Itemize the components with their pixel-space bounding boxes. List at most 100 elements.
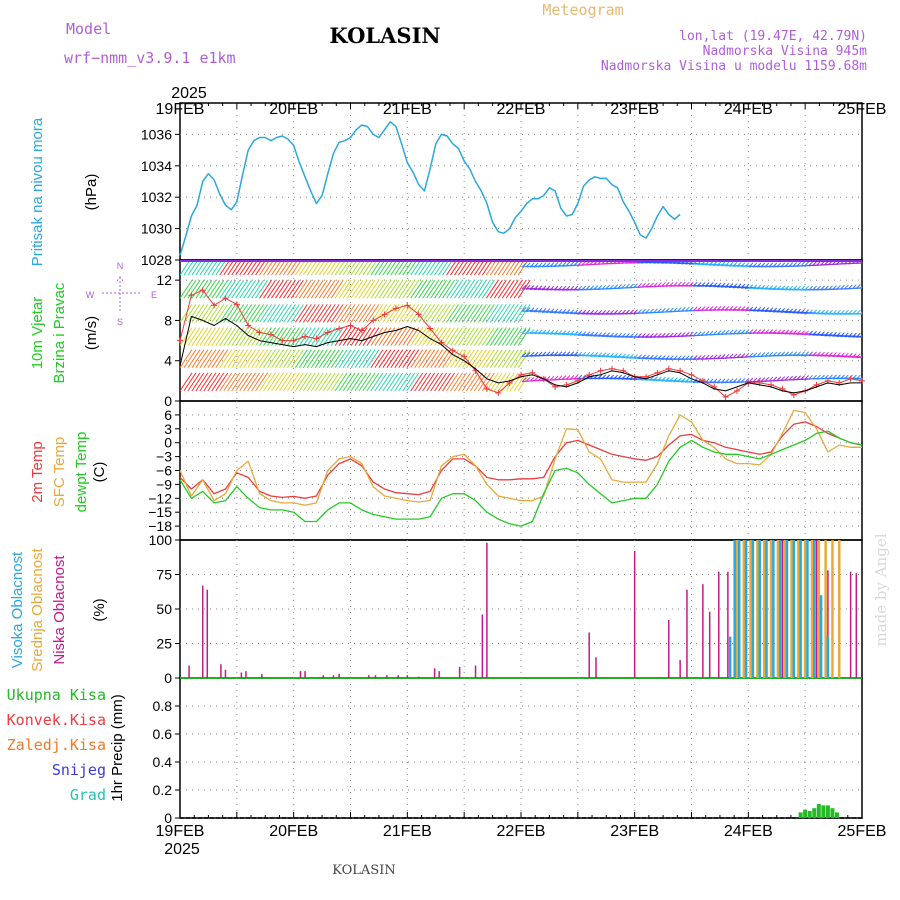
wind-barb — [386, 304, 400, 323]
wind-barb — [641, 309, 646, 314]
wind-barb — [251, 349, 265, 368]
wind-barb — [804, 285, 809, 291]
wind-barb — [859, 355, 862, 359]
wind-barb — [493, 372, 507, 392]
wind-barb — [760, 307, 766, 312]
wind-barb — [470, 304, 483, 323]
wind-barb — [283, 349, 296, 368]
wind-barb — [772, 262, 778, 268]
wind-barb — [605, 332, 611, 338]
wind-gust-marker — [495, 389, 502, 396]
wind-barb — [732, 329, 738, 335]
y-tick-label-pressure: 1032 — [141, 189, 172, 205]
wind-barb — [621, 353, 626, 359]
x-tick-label-bottom: 25FEB — [838, 823, 887, 840]
wind-barb — [406, 304, 420, 323]
wind-barb — [824, 351, 829, 357]
wind-barb — [748, 352, 754, 358]
wind-barb — [768, 262, 774, 268]
wind-barb — [426, 349, 440, 368]
wind-barb — [183, 327, 197, 346]
wind-barb — [748, 377, 754, 383]
y-tick-label-wind: 8 — [164, 312, 172, 328]
wind-barb — [434, 349, 448, 368]
wind-barb — [708, 282, 714, 288]
wind-barb — [541, 329, 547, 335]
y-tick-label-precip: 0.6 — [153, 726, 173, 742]
wind-barb — [394, 304, 408, 323]
temp-line — [179, 421, 863, 499]
wind-barb — [223, 372, 237, 392]
wind-barb — [521, 377, 527, 382]
cloud-bar — [304, 671, 306, 678]
wind-barb — [633, 283, 638, 289]
cloud-bar — [201, 585, 204, 678]
wind-barb — [601, 352, 607, 358]
wind-barb — [764, 352, 770, 357]
wind-barb — [286, 279, 300, 299]
wind-barb — [247, 349, 261, 368]
wind-barb — [784, 351, 790, 357]
wind-barb — [848, 309, 853, 315]
x-tick-label-bottom: 19FEB — [156, 823, 205, 840]
wind-barb — [784, 308, 790, 313]
wind-barb — [824, 309, 829, 315]
wind-barb — [728, 378, 734, 384]
wind-barb — [378, 349, 392, 368]
wind-barb — [310, 372, 324, 392]
wind-barb — [740, 283, 746, 289]
wind-barb — [549, 262, 555, 268]
wind-barb — [684, 377, 690, 383]
wind-barb — [195, 279, 209, 299]
wind-barb — [581, 285, 587, 291]
wind-barb — [668, 377, 674, 382]
wind-barb — [629, 309, 634, 315]
temp-title-2: SFC Temp — [51, 437, 68, 508]
wind-barb — [398, 372, 412, 392]
wind-barb — [768, 285, 774, 290]
wind-barb — [338, 327, 352, 346]
wind-barb — [466, 279, 479, 299]
wind-barb — [561, 351, 567, 357]
wind-barb — [808, 374, 813, 380]
wind-barb — [533, 307, 539, 313]
wind-barb — [545, 308, 551, 313]
cloud-bar — [686, 589, 688, 678]
wind-barb — [477, 304, 491, 323]
wind-barb — [263, 372, 276, 392]
wind-barb — [724, 261, 730, 267]
wind-barb — [306, 304, 320, 323]
wind-barb — [609, 284, 615, 290]
y-tick-label-temperature: −9 — [156, 476, 172, 492]
wind-barb — [195, 372, 209, 392]
wind-barb — [430, 279, 444, 299]
wind-barb — [493, 349, 507, 368]
wind-barb — [334, 304, 348, 323]
wind-barb — [501, 349, 515, 368]
cloud-bar — [733, 540, 736, 678]
cloud-bar — [702, 584, 704, 678]
wind-barb — [724, 282, 730, 288]
precip-bar — [816, 804, 821, 818]
wind-barb — [848, 284, 853, 290]
wind-barb — [700, 331, 706, 336]
wind-barb — [438, 304, 452, 323]
wind-gust-marker — [427, 325, 434, 332]
wind-barb — [832, 309, 837, 315]
wind-barb — [481, 279, 495, 299]
wind-barb — [720, 378, 726, 384]
wind-barb — [243, 279, 257, 299]
wind-barb — [517, 349, 531, 368]
wind-barb — [672, 355, 678, 361]
cloud-bar — [299, 671, 302, 678]
y-tick-label-precip: 0 — [164, 810, 172, 826]
wind-barb — [820, 285, 825, 291]
wind-barb — [195, 349, 209, 368]
wind-barb — [661, 332, 666, 338]
wind-barb — [537, 351, 543, 357]
wind-barb — [816, 351, 821, 357]
wind-barb — [521, 262, 527, 268]
wind-barb — [796, 351, 801, 357]
wind-gust-marker — [392, 305, 399, 312]
wind-barb — [720, 261, 726, 267]
